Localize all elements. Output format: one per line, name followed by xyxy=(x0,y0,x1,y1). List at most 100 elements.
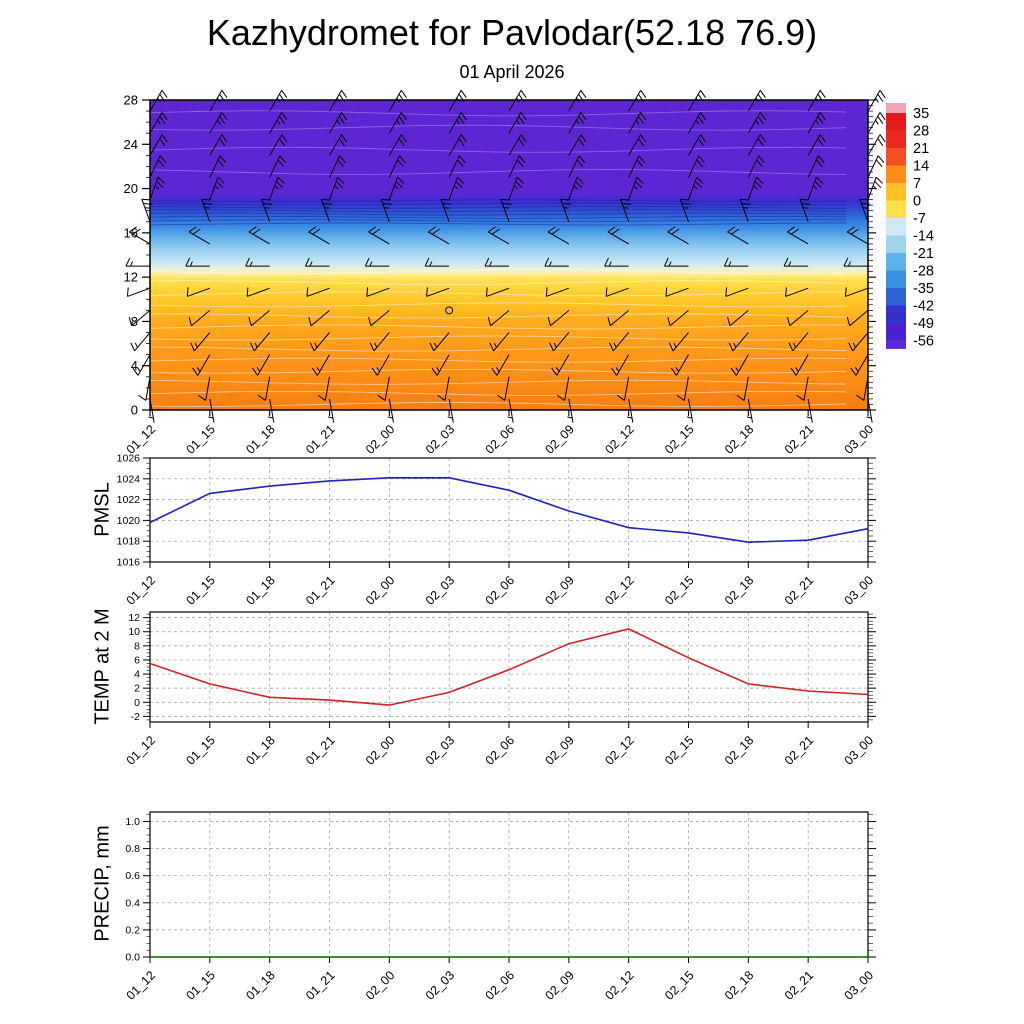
y-tick-label: 12 xyxy=(128,612,140,624)
wind-barb-feather xyxy=(497,394,506,401)
wind-barb-shaft xyxy=(508,176,518,200)
wind-barb-feather xyxy=(759,134,766,143)
wind-barb-feather xyxy=(130,342,136,352)
wind-barb-shaft xyxy=(550,309,570,327)
wind-barb-shaft xyxy=(747,155,759,178)
wind-barb-feather xyxy=(580,90,587,98)
wind-barb-half-feather xyxy=(314,342,318,348)
wind-barb-feather xyxy=(457,159,464,168)
wind-barb-shaft xyxy=(688,112,701,134)
wind-barb-feather xyxy=(322,202,332,205)
wind-barb-feather xyxy=(369,342,375,352)
colorbar-label: -35 xyxy=(913,281,934,297)
wind-barb-feather xyxy=(161,112,168,121)
wind-barb-feather xyxy=(817,116,824,124)
x-tick-label: 01_18 xyxy=(243,422,278,457)
wind-barb-feather xyxy=(455,180,463,189)
wind-barb-half-feather xyxy=(436,367,440,372)
wind-barb-feather xyxy=(317,394,326,401)
wind-barb-half-feather xyxy=(309,261,313,267)
colorbar-segment xyxy=(886,270,906,289)
wind-barb-feather xyxy=(460,90,467,98)
x-tick-label: 03_00 xyxy=(842,968,877,1003)
wind-barb-shaft xyxy=(688,176,698,200)
wind-barb-shaft xyxy=(149,176,159,200)
wind-barb-feather xyxy=(545,287,548,297)
contour-line xyxy=(149,357,847,363)
wind-barb-feather xyxy=(491,228,500,235)
wind-barb-feather xyxy=(192,367,199,376)
x-tick-label: 03_00 xyxy=(842,573,877,608)
wind-barb-shaft xyxy=(787,231,809,245)
wind-barb-half-feather xyxy=(249,261,253,267)
wind-barb-feather xyxy=(814,180,822,189)
x-tick-label: 02_00 xyxy=(363,422,398,457)
wind-barb-half-feather xyxy=(795,367,799,372)
wind-barb-shaft xyxy=(209,112,223,134)
wind-barb-feather xyxy=(156,180,164,189)
wind-barb-feather xyxy=(201,198,211,201)
y-tick-label: 0.8 xyxy=(125,843,140,855)
wind-barb-feather xyxy=(575,180,583,189)
wind-barb-feather xyxy=(338,138,345,147)
wind-barb-half-feather xyxy=(148,416,154,419)
wind-barb-shaft xyxy=(388,176,399,200)
wind-barb-feather xyxy=(368,316,372,326)
wind-barb-feather xyxy=(377,394,386,401)
wind-barb-feather xyxy=(128,316,133,326)
contour-line xyxy=(149,110,847,117)
x-tick-label: 02_09 xyxy=(542,968,577,1003)
wind-barb-half-feather xyxy=(728,261,732,267)
wind-barb-shaft xyxy=(380,199,390,222)
wind-barb-feather xyxy=(877,155,885,163)
colorbar-label: -7 xyxy=(913,211,926,227)
wind-barb-half-feather xyxy=(194,342,198,348)
wind-barb-half-feather xyxy=(615,367,620,372)
wind-barb-shaft xyxy=(568,134,582,156)
wind-barb-feather xyxy=(337,176,345,184)
x-tick-label: 02_09 xyxy=(542,733,577,768)
wind-barb-feather xyxy=(128,226,137,233)
wind-barb-feather xyxy=(203,202,213,205)
x-tick-label: 02_12 xyxy=(602,573,637,608)
wind-barb-shaft xyxy=(859,199,869,222)
wind-barb-shaft xyxy=(725,287,749,297)
wind-barb-feather xyxy=(341,112,348,121)
wind-barb-shaft xyxy=(246,287,270,297)
panel-precip-mm: 0.0 0.2 0.4 0.6 0.8 1.0 01_12 01_15 01_18 01_21 02… xyxy=(124,811,877,1003)
wind-barb-feather xyxy=(879,112,886,121)
wind-barb-half-feather xyxy=(453,185,459,190)
wind-barb-feather xyxy=(458,155,466,163)
wind-barb-shaft xyxy=(329,176,339,200)
wind-barb-feather xyxy=(188,316,192,326)
wind-barb-feather xyxy=(518,155,526,163)
wind-barb-feather xyxy=(785,287,787,297)
wind-barb-feather xyxy=(308,316,312,326)
wind-barb-feather xyxy=(245,257,250,267)
wind-barb-half-feather xyxy=(208,416,214,419)
wind-barb-shaft xyxy=(688,134,701,156)
wind-barb-feather xyxy=(786,316,791,326)
wind-barb-feather xyxy=(664,257,669,267)
wind-barb-feather xyxy=(398,116,405,124)
wind-barb-feather xyxy=(219,116,226,124)
wind-barb-shaft xyxy=(149,112,163,134)
wind-barb-shaft xyxy=(845,287,869,297)
panel-temp-at-2-m: -2 0 2 4 6 8 10 12 01_12 01_15 01_18 01_21 02_00 02_0… xyxy=(124,611,876,768)
wind-barb-half-feather xyxy=(548,261,552,267)
wind-barb-shaft xyxy=(205,376,211,401)
wind-barb-shaft xyxy=(508,112,522,134)
wind-barb-shaft xyxy=(137,354,151,376)
wind-barb-half-feather xyxy=(852,342,856,348)
wind-barb-feather xyxy=(756,159,763,168)
wind-barb-feather xyxy=(640,112,647,121)
wind-barb-feather xyxy=(252,367,259,376)
wind-barb-feather xyxy=(634,180,643,189)
wind-barb-feather xyxy=(757,116,764,124)
wind-barb-feather xyxy=(580,134,587,143)
x-tick-label: 01_12 xyxy=(124,968,159,1003)
y-tick-label: 1.0 xyxy=(125,816,140,828)
wind-barb-feather xyxy=(161,134,168,143)
y-tick-label: 8 xyxy=(134,640,140,652)
